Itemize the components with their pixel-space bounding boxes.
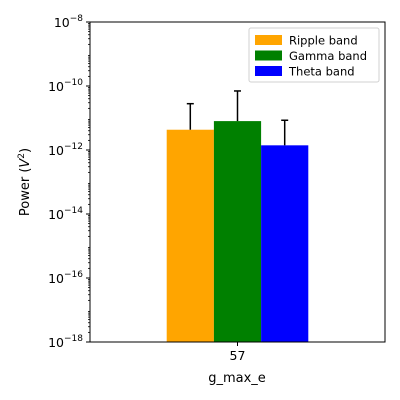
y-axis-label: Power (V2) — [17, 148, 33, 216]
bars-layer — [166, 121, 309, 342]
legend-swatch — [255, 50, 282, 61]
y-tick-label: 10−10 — [48, 78, 83, 94]
x-axis: 57 — [230, 342, 246, 363]
bar-ripple-band — [166, 129, 214, 342]
legend-label: Ripple band — [289, 34, 358, 48]
bar-theta-band — [261, 145, 309, 342]
bar-gamma-band — [213, 121, 262, 342]
legend-swatch — [255, 35, 282, 45]
x-tick-label: 57 — [230, 348, 246, 363]
y-tick-label: 10−8 — [54, 14, 83, 30]
y-tick-label: 10−14 — [48, 206, 83, 222]
x-axis-label: g_max_e — [208, 371, 266, 386]
legend-label: Gamma band — [289, 49, 367, 63]
legend-label: Theta band — [288, 65, 355, 79]
y-axis: 10−18 10−16 10−14 10−12 10−10 10−8 — [48, 14, 90, 350]
y-tick-label: 10−18 — [48, 334, 83, 350]
error-bars-layer — [186, 90, 289, 146]
y-tick-label: 10−16 — [48, 270, 83, 286]
legend-swatch — [255, 66, 282, 76]
y-tick-label: 10−12 — [48, 142, 83, 158]
